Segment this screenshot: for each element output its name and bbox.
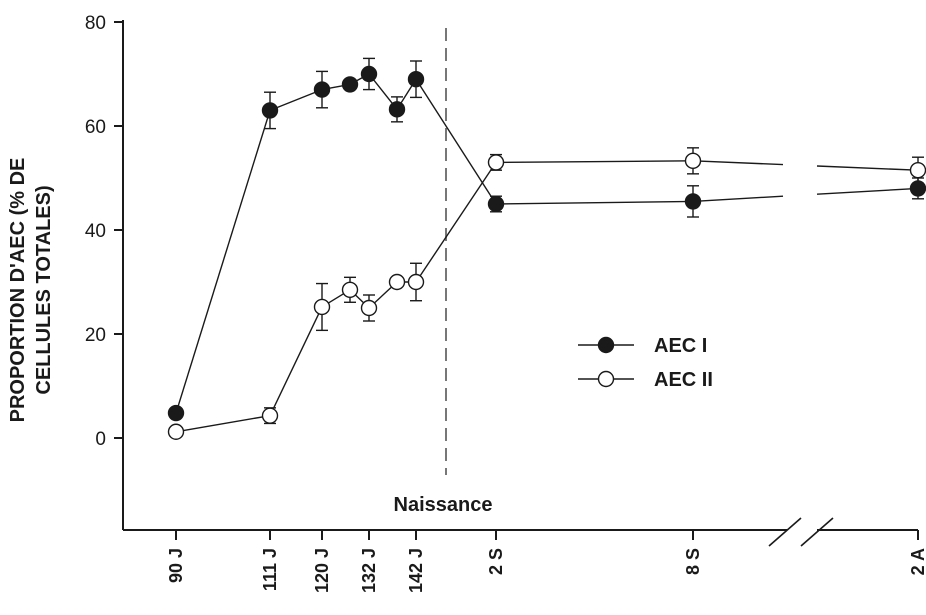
series-line-aec-ii: [692, 160, 784, 166]
series-line-aec-i: [415, 78, 497, 205]
y-axis-title-line-2: CELLULES TOTALES): [33, 185, 55, 394]
legend-label-aec-ii: AEC II: [654, 369, 713, 391]
data-point-aec-ii: [167, 423, 185, 440]
data-point-aec-i: [261, 102, 279, 119]
y-tick-label: 0: [95, 429, 106, 450]
series-line-aec-ii: [495, 160, 694, 164]
x-tick-label: 2 A: [908, 548, 926, 575]
x-ticks: 90 J 111 J 120 J 132 J 142 J 2 S 8 S 2 A: [166, 530, 926, 593]
data-point-aec-i: [341, 76, 359, 93]
data-point-aec-i: [684, 193, 702, 210]
axis-break-marker: [768, 517, 834, 547]
y-axis-title-line-1: PROPORTION D'AEC (% DE: [7, 158, 29, 423]
data-point-aec-ii: [407, 273, 425, 291]
legend-marker-aec-i: [597, 336, 615, 354]
data-point-aec-i: [388, 101, 406, 118]
series-line-aec-ii: [415, 162, 497, 283]
x-tick-label: 2 S: [486, 548, 506, 575]
data-point-aec-ii: [261, 407, 279, 424]
x-tick-label: 111 J: [260, 548, 280, 591]
x-tick-label: 8 S: [683, 548, 703, 575]
naissance-label: Naissance: [394, 494, 493, 516]
x-tick-label: 142 J: [406, 548, 426, 593]
series-line-aec-i: [495, 200, 694, 205]
x-tick-label: 132 J: [359, 548, 379, 593]
y-ticks: 0 20 40 60 80: [85, 13, 123, 450]
y-tick-label: 60: [85, 117, 106, 138]
series-line-aec-i: [816, 187, 919, 195]
y-tick-label: 80: [85, 13, 106, 34]
series-aec-i: [167, 57, 926, 422]
data-point-aec-i: [487, 195, 505, 213]
data-point-aec-i: [167, 404, 185, 422]
series-line-aec-i: [692, 195, 784, 203]
series-line-aec-ii: [269, 306, 323, 416]
data-point-aec-i: [407, 70, 425, 88]
data-point-aec-ii: [360, 299, 378, 317]
legend-marker-aec-ii: [597, 370, 615, 388]
data-point-aec-ii: [341, 281, 359, 298]
data-point-aec-ii: [313, 298, 331, 316]
series-line-aec-i: [269, 88, 323, 112]
data-point-aec-ii: [684, 152, 702, 170]
data-point-aec-ii: [487, 154, 505, 171]
legend: AEC I AEC II: [578, 335, 713, 391]
y-axis-title: PROPORTION D'AEC (% DE CELLULES TOTALES): [7, 158, 55, 423]
series-line-aec-ii: [175, 414, 271, 433]
x-tick-label: 120 J: [312, 548, 332, 593]
series-line-aec-ii: [816, 165, 919, 171]
data-point-aec-ii: [909, 162, 926, 179]
legend-label-aec-i: AEC I: [654, 335, 707, 357]
data-point-aec-i: [360, 65, 378, 83]
x-tick-label: 90 J: [166, 548, 186, 583]
y-tick-label: 40: [85, 221, 106, 242]
series-layer: [167, 57, 926, 440]
series-line-aec-i: [175, 110, 271, 414]
y-tick-label: 20: [85, 325, 106, 346]
series-aec-ii: [167, 147, 926, 440]
data-point-aec-i: [313, 81, 331, 98]
data-point-aec-ii: [388, 273, 406, 291]
